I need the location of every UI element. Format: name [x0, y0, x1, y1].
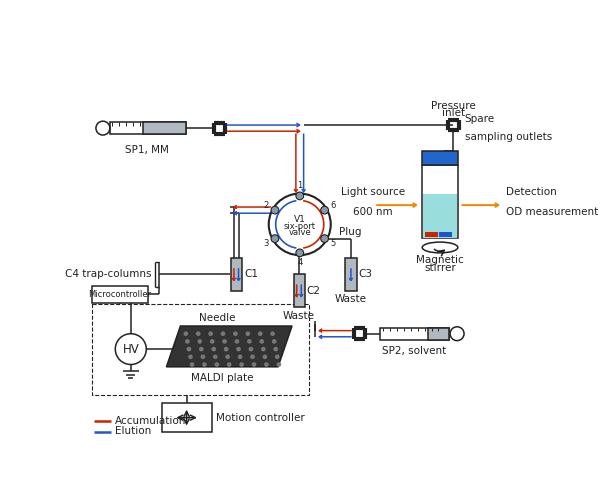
Text: sampling outlets: sampling outlets	[465, 132, 552, 142]
Bar	[143, 122, 186, 134]
Circle shape	[271, 331, 275, 336]
Text: inlet: inlet	[442, 108, 465, 118]
Circle shape	[210, 339, 215, 344]
Bar	[380, 327, 449, 340]
Bar	[425, 232, 438, 237]
Circle shape	[264, 362, 269, 367]
Circle shape	[261, 347, 266, 352]
Circle shape	[296, 192, 304, 200]
Text: MALDI plate: MALDI plate	[191, 373, 254, 383]
Text: Spare: Spare	[465, 114, 495, 124]
Circle shape	[275, 355, 280, 359]
Circle shape	[245, 331, 250, 336]
Bar	[422, 165, 458, 238]
Circle shape	[250, 355, 255, 359]
Text: Accumulation: Accumulation	[115, 415, 186, 426]
Text: Microcontroller: Microcontroller	[88, 290, 152, 299]
Circle shape	[211, 347, 216, 352]
Circle shape	[248, 347, 253, 352]
Circle shape	[233, 331, 238, 336]
Circle shape	[271, 235, 279, 242]
Circle shape	[202, 362, 207, 367]
Bar	[231, 258, 242, 291]
Text: C3: C3	[359, 270, 373, 280]
Circle shape	[252, 362, 256, 367]
Circle shape	[188, 355, 193, 359]
Circle shape	[224, 347, 229, 352]
Text: 600 nm: 600 nm	[353, 207, 392, 217]
Circle shape	[213, 355, 218, 359]
Circle shape	[274, 347, 278, 352]
Circle shape	[271, 206, 279, 214]
Text: Waste: Waste	[335, 294, 367, 304]
Text: Waste: Waste	[283, 311, 315, 320]
Text: Motion controller: Motion controller	[216, 412, 305, 423]
Circle shape	[185, 339, 190, 344]
Text: 3: 3	[263, 239, 269, 248]
Circle shape	[208, 331, 213, 336]
Text: SP2, solvent: SP2, solvent	[382, 346, 446, 356]
Circle shape	[239, 362, 244, 367]
Circle shape	[258, 331, 263, 336]
Text: 5: 5	[331, 239, 336, 248]
Bar	[346, 258, 357, 291]
Circle shape	[222, 339, 227, 344]
Text: 4: 4	[297, 259, 302, 268]
Text: Needle: Needle	[199, 313, 235, 323]
Circle shape	[196, 331, 200, 336]
Bar	[428, 327, 449, 340]
Circle shape	[200, 355, 205, 359]
Text: OD measurement: OD measurement	[506, 207, 598, 217]
Circle shape	[296, 249, 304, 257]
Circle shape	[221, 331, 226, 336]
Text: C2: C2	[307, 286, 321, 296]
Bar	[92, 286, 148, 303]
Text: 2: 2	[263, 201, 269, 210]
Circle shape	[226, 355, 230, 359]
Circle shape	[199, 347, 203, 352]
Text: stirrer: stirrer	[424, 263, 456, 273]
Text: Magnetic: Magnetic	[416, 255, 464, 265]
Circle shape	[187, 347, 191, 352]
Bar	[422, 151, 458, 165]
Text: Elution: Elution	[115, 427, 151, 437]
Text: V1: V1	[294, 215, 305, 224]
Text: Plug: Plug	[338, 227, 361, 237]
Circle shape	[238, 355, 242, 359]
Text: valve: valve	[289, 228, 311, 237]
Circle shape	[272, 339, 277, 344]
Bar	[293, 275, 305, 307]
Bar	[162, 403, 212, 432]
Text: Pressure: Pressure	[431, 101, 476, 111]
Circle shape	[197, 339, 202, 344]
Bar	[423, 194, 457, 238]
Circle shape	[215, 362, 219, 367]
Circle shape	[236, 347, 241, 352]
Text: 6: 6	[331, 201, 336, 210]
Circle shape	[184, 331, 188, 336]
Text: SP1, MM: SP1, MM	[125, 145, 169, 155]
Circle shape	[190, 362, 194, 367]
Text: 1: 1	[297, 182, 302, 190]
Circle shape	[321, 206, 328, 214]
Circle shape	[321, 235, 328, 242]
Circle shape	[235, 339, 239, 344]
Text: HV: HV	[122, 343, 139, 356]
Bar	[439, 232, 452, 237]
Circle shape	[259, 339, 264, 344]
Text: six-port: six-port	[284, 222, 316, 231]
Circle shape	[227, 362, 232, 367]
Bar	[92, 304, 309, 395]
Text: Detection: Detection	[506, 188, 557, 197]
Text: Light source: Light source	[341, 188, 404, 197]
Circle shape	[115, 333, 146, 365]
Text: C4 trap-columns: C4 trap-columns	[65, 270, 152, 280]
Polygon shape	[166, 326, 292, 367]
Bar	[110, 122, 186, 134]
Text: C1: C1	[244, 270, 258, 280]
Circle shape	[263, 355, 267, 359]
Circle shape	[247, 339, 252, 344]
Circle shape	[277, 362, 281, 367]
